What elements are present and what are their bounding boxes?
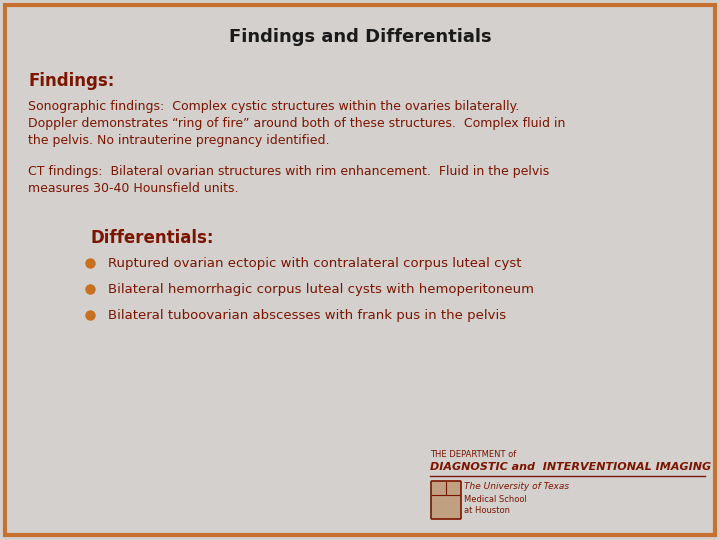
FancyBboxPatch shape [5, 5, 715, 535]
Text: Bilateral tuboovarian abscesses with frank pus in the pelvis: Bilateral tuboovarian abscesses with fra… [108, 309, 506, 322]
Text: measures 30-40 Hounsfield units.: measures 30-40 Hounsfield units. [28, 182, 238, 195]
Text: the pelvis. No intrauterine pregnancy identified.: the pelvis. No intrauterine pregnancy id… [28, 134, 330, 147]
Text: Sonographic findings:  Complex cystic structures within the ovaries bilaterally.: Sonographic findings: Complex cystic str… [28, 100, 519, 113]
Text: DIAGNOSTIC and  INTERVENTIONAL IMAGING: DIAGNOSTIC and INTERVENTIONAL IMAGING [430, 462, 711, 472]
Text: at Houston: at Houston [464, 506, 510, 515]
Text: CT findings:  Bilateral ovarian structures with rim enhancement.  Fluid in the p: CT findings: Bilateral ovarian structure… [28, 165, 549, 178]
Text: Ruptured ovarian ectopic with contralateral corpus luteal cyst: Ruptured ovarian ectopic with contralate… [108, 257, 521, 270]
Text: Findings and Differentials: Findings and Differentials [229, 28, 491, 46]
Text: Medical School: Medical School [464, 495, 527, 504]
Text: Doppler demonstrates “ring of fire” around both of these structures.  Complex fl: Doppler demonstrates “ring of fire” arou… [28, 117, 565, 130]
Text: THE DEPARTMENT of: THE DEPARTMENT of [430, 450, 516, 459]
Text: Findings:: Findings: [28, 72, 114, 90]
FancyBboxPatch shape [431, 481, 461, 519]
Text: Differentials:: Differentials: [90, 229, 214, 247]
Text: Bilateral hemorrhagic corpus luteal cysts with hemoperitoneum: Bilateral hemorrhagic corpus luteal cyst… [108, 283, 534, 296]
Text: The University of Texas: The University of Texas [464, 482, 569, 491]
